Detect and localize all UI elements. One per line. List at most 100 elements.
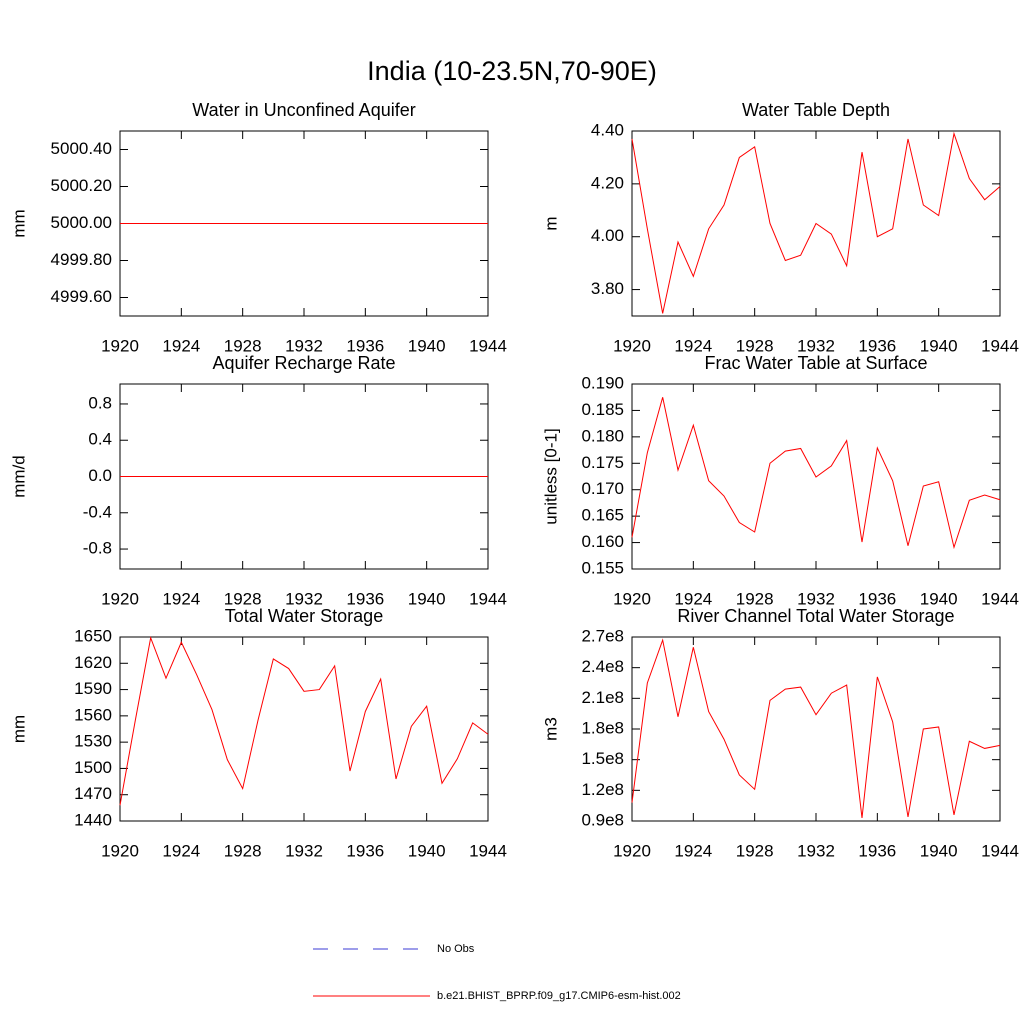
x-tick-label: 1928 <box>736 841 774 860</box>
y-axis-label: mm <box>9 715 28 743</box>
y-axis-label: m <box>541 216 560 230</box>
y-axis-label: mm <box>9 209 28 237</box>
data-line <box>631 638 1001 818</box>
x-tick-label: 1920 <box>613 336 651 355</box>
y-tick-label: 0.190 <box>581 373 624 392</box>
x-tick-label: 1936 <box>346 589 384 608</box>
panel-title: Water in Unconfined Aquifer <box>192 100 415 120</box>
y-tick-label: 1620 <box>74 653 112 672</box>
x-tick-label: 1944 <box>469 336 507 355</box>
x-tick-label: 1936 <box>346 841 384 860</box>
panel-title: Aquifer Recharge Rate <box>212 353 395 373</box>
legend-label: No Obs <box>437 943 475 955</box>
x-tick-label: 1924 <box>162 336 200 355</box>
y-tick-label: 5000.20 <box>51 176 112 195</box>
x-tick-label: 1924 <box>674 841 712 860</box>
legend-label: b.e21.BHIST_BPRP.f09_g17.CMIP6-esm-hist.… <box>437 990 681 1002</box>
y-tick-label: 1.5e8 <box>581 749 624 768</box>
y-tick-label: 0.0 <box>88 466 112 485</box>
y-axis-label: unitless [0-1] <box>541 428 560 524</box>
x-tick-label: 1932 <box>797 589 835 608</box>
y-tick-label: 0.155 <box>581 558 624 577</box>
x-tick-label: 1932 <box>285 336 323 355</box>
y-tick-label: 1.8e8 <box>581 718 624 737</box>
x-tick-label: 1920 <box>101 841 139 860</box>
x-tick-label: 1928 <box>224 336 262 355</box>
y-tick-label: 2.1e8 <box>581 688 624 707</box>
data-line <box>119 636 489 806</box>
x-tick-label: 1932 <box>797 841 835 860</box>
y-tick-label: -0.4 <box>83 502 112 521</box>
x-tick-label: 1920 <box>101 589 139 608</box>
y-tick-label: 4.00 <box>591 226 624 245</box>
x-tick-label: 1928 <box>736 589 774 608</box>
y-tick-label: 4999.80 <box>51 250 112 269</box>
x-tick-label: 1928 <box>224 589 262 608</box>
panel-title: Water Table Depth <box>742 100 890 120</box>
y-tick-label: 1470 <box>74 784 112 803</box>
y-tick-label: 2.7e8 <box>581 626 624 645</box>
x-tick-label: 1940 <box>408 336 446 355</box>
y-tick-label: 0.4 <box>88 430 112 449</box>
x-tick-label: 1928 <box>736 336 774 355</box>
panel-title: Total Water Storage <box>225 606 383 626</box>
y-tick-label: 0.9e8 <box>581 810 624 829</box>
x-tick-label: 1920 <box>613 841 651 860</box>
y-tick-label: 5000.40 <box>51 139 112 158</box>
y-axis-label: mm/d <box>9 455 28 498</box>
x-tick-label: 1944 <box>981 336 1019 355</box>
data-line <box>631 131 1001 314</box>
x-tick-label: 1924 <box>674 336 712 355</box>
y-tick-label: 1560 <box>74 705 112 724</box>
y-tick-label: 0.180 <box>581 426 624 445</box>
panel-title: River Channel Total Water Storage <box>677 606 954 626</box>
y-tick-label: 0.160 <box>581 532 624 551</box>
y-tick-label: 0.175 <box>581 453 624 472</box>
x-tick-label: 1936 <box>858 589 896 608</box>
x-tick-label: 1936 <box>858 841 896 860</box>
y-tick-label: 5000.00 <box>51 213 112 232</box>
x-tick-label: 1940 <box>920 841 958 860</box>
x-tick-label: 1944 <box>981 841 1019 860</box>
figure-title: India (10-23.5N,70-90E) <box>367 56 657 86</box>
y-tick-label: 4.40 <box>591 120 624 139</box>
x-tick-label: 1924 <box>162 589 200 608</box>
y-tick-label: 0.170 <box>581 479 624 498</box>
x-tick-label: 1924 <box>162 841 200 860</box>
x-tick-label: 1944 <box>469 589 507 608</box>
x-tick-label: 1920 <box>613 589 651 608</box>
x-tick-label: 1944 <box>981 589 1019 608</box>
y-tick-label: -0.8 <box>83 539 112 558</box>
y-tick-label: 0.165 <box>581 506 624 525</box>
x-tick-label: 1932 <box>285 589 323 608</box>
panel-title: Frac Water Table at Surface <box>704 353 927 373</box>
x-tick-label: 1928 <box>224 841 262 860</box>
x-tick-label: 1932 <box>285 841 323 860</box>
x-tick-label: 1932 <box>797 336 835 355</box>
y-tick-label: 1500 <box>74 758 112 777</box>
x-tick-label: 1924 <box>674 589 712 608</box>
data-line <box>631 397 1001 550</box>
y-tick-label: 2.4e8 <box>581 657 624 676</box>
x-tick-label: 1940 <box>408 589 446 608</box>
y-tick-label: 3.80 <box>591 279 624 298</box>
y-tick-label: 4.20 <box>591 173 624 192</box>
x-tick-label: 1940 <box>920 336 958 355</box>
x-tick-label: 1936 <box>346 336 384 355</box>
y-axis-label: m3 <box>541 717 560 741</box>
x-tick-label: 1920 <box>101 336 139 355</box>
x-tick-label: 1936 <box>858 336 896 355</box>
y-tick-label: 1440 <box>74 810 112 829</box>
y-tick-label: 0.8 <box>88 393 112 412</box>
y-tick-label: 1.2e8 <box>581 780 624 799</box>
x-tick-label: 1940 <box>920 589 958 608</box>
x-tick-label: 1944 <box>469 841 507 860</box>
y-tick-label: 1590 <box>74 679 112 698</box>
y-tick-label: 1650 <box>74 626 112 645</box>
x-tick-label: 1940 <box>408 841 446 860</box>
y-tick-label: 0.185 <box>581 400 624 419</box>
y-tick-label: 4999.60 <box>51 287 112 306</box>
y-tick-label: 1530 <box>74 732 112 751</box>
